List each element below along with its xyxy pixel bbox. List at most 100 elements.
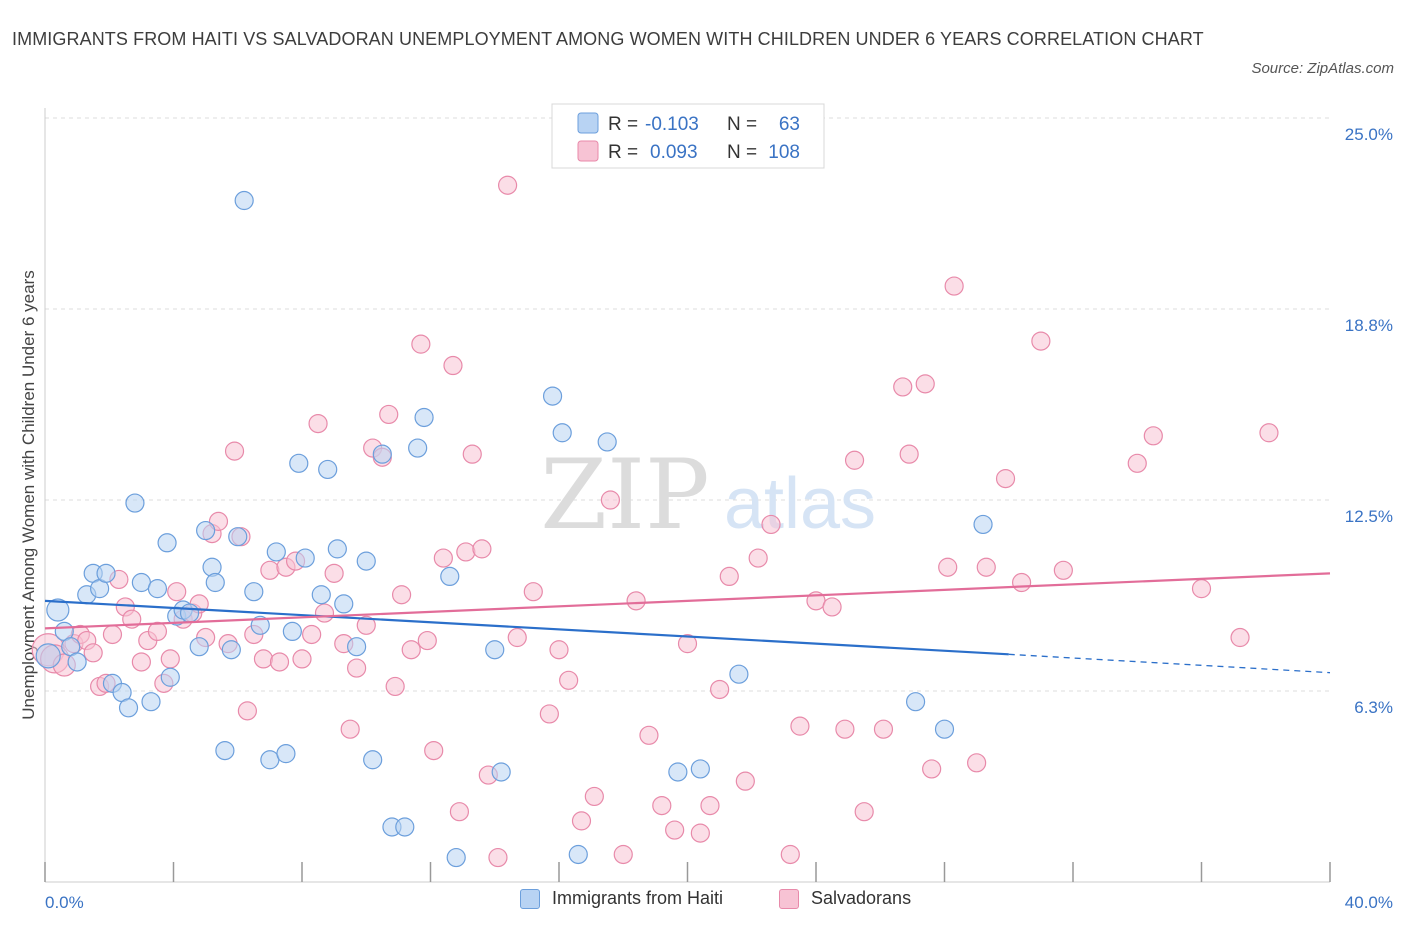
- salvadorans-point-49: [401, 640, 421, 660]
- salvadorans-point-39: [324, 563, 344, 583]
- salvadorans-point-51: [417, 630, 437, 651]
- salvadorans-point-6: [83, 643, 103, 663]
- haiti-point-24: [205, 572, 225, 593]
- salvadorans-point-28: [237, 701, 257, 721]
- haiti-point-33: [276, 744, 296, 764]
- salvadorans-point-99: [995, 469, 1016, 489]
- haiti-point-61: [934, 719, 955, 739]
- salvadorans-point-65: [549, 640, 569, 660]
- salvadorans-point-107: [1259, 423, 1279, 443]
- haiti-point-15: [147, 579, 168, 599]
- salvadorans-trend-line: [44, 572, 1331, 630]
- salvadorans-point-87: [835, 719, 855, 739]
- salvadorans-point-97: [967, 753, 987, 773]
- chart-title: IMMIGRANTS FROM HAITI VS SALVADORAN UNEM…: [12, 29, 1204, 49]
- salvadorans-point-64: [539, 704, 559, 724]
- salvadorans-point-54: [443, 355, 463, 376]
- salvadorans-point-53: [433, 548, 453, 568]
- salvadorans-point-57: [462, 444, 482, 464]
- haiti-point-38: [318, 459, 338, 480]
- salvadorans-point-36: [302, 624, 322, 645]
- legend-r-value-2: 0.093: [650, 142, 698, 163]
- salvadorans-point-89: [854, 802, 874, 822]
- salvadorans-point-81: [748, 548, 768, 568]
- salvadorans-point-35: [292, 649, 312, 669]
- salvadorans-point-17: [160, 649, 180, 669]
- salvadorans-point-50: [411, 334, 431, 354]
- salvadorans-point-100: [1011, 572, 1032, 593]
- salvadorans-point-13: [131, 652, 151, 672]
- salvadorans-point-75: [677, 634, 698, 654]
- haiti-points: [35, 190, 993, 868]
- haiti-point-35: [289, 453, 309, 473]
- salvadorans-point-46: [379, 404, 399, 425]
- haiti-point-16: [157, 533, 177, 553]
- salvadorans-point-101: [1031, 331, 1051, 351]
- salvadorans-point-38: [314, 603, 335, 623]
- haiti-point-56: [597, 432, 617, 452]
- y-tick-label-1: 12.5%: [1345, 507, 1393, 526]
- haiti-point-34: [282, 621, 302, 642]
- salvadorans-point-72: [639, 725, 659, 745]
- salvadorans-point-68: [584, 786, 604, 807]
- watermark-atlas: atlas: [724, 464, 876, 544]
- salvadorans-point-105: [1191, 579, 1212, 599]
- salvadorans-point-9: [102, 624, 123, 645]
- haiti-trend-extension: [1008, 653, 1331, 674]
- legend-top: R = -0.103 N = 63 R = 0.093 N = 108: [551, 103, 825, 169]
- haiti-point-39: [327, 539, 347, 559]
- legend-item-salvadorans: Salvadorans: [779, 888, 911, 909]
- legend-bottom: Immigrants from Haiti Salvadorans: [0, 888, 1406, 916]
- salvadorans-point-71: [626, 591, 646, 611]
- legend-swatch-salvadorans: [577, 140, 599, 162]
- salvadorans-point-95: [938, 557, 958, 577]
- haiti-point-17: [160, 667, 180, 687]
- haiti-point-12: [125, 493, 145, 513]
- haiti-point-60: [905, 692, 926, 712]
- salvadorans-point-55: [449, 802, 470, 822]
- y-tick-label-0: 6.3%: [1354, 698, 1393, 717]
- haiti-point-40: [334, 594, 354, 614]
- salvadorans-point-90: [873, 719, 894, 739]
- haiti-point-54: [552, 423, 572, 443]
- salvadorans-point-52: [424, 740, 444, 761]
- haiti-point-0: [35, 643, 61, 669]
- salvadorans-point-60: [488, 847, 508, 868]
- salvadorans-point-80: [735, 771, 755, 791]
- salvadorans-point-58: [472, 539, 492, 559]
- haiti-point-29: [244, 582, 264, 602]
- salvadorans-point-82: [761, 514, 781, 535]
- haiti-point-52: [491, 762, 511, 782]
- salvadorans-point-31: [260, 560, 280, 580]
- haiti-point-21: [189, 637, 209, 657]
- y-tick-label-2: 18.8%: [1345, 316, 1393, 335]
- salvadorans-point-84: [790, 716, 810, 736]
- haiti-point-11: [118, 698, 139, 718]
- salvadorans-point-91: [893, 377, 913, 397]
- salvadorans-point-106: [1230, 627, 1250, 648]
- salvadorans-point-56: [456, 542, 476, 562]
- haiti-point-55: [568, 844, 588, 865]
- axes: [44, 108, 1331, 883]
- salvadorans-point-66: [559, 670, 579, 690]
- legend-label-haiti: Immigrants from Haiti: [552, 888, 724, 908]
- salvadorans-point-83: [780, 844, 800, 865]
- haiti-point-48: [414, 407, 434, 428]
- watermark: ZIP atlas: [540, 439, 876, 551]
- legend-n-label-2: N =: [727, 142, 757, 163]
- y-tick-label-3: 25.0%: [1345, 125, 1393, 144]
- salvadorans-point-43: [356, 615, 376, 635]
- trend-lines: [44, 572, 1331, 674]
- salvadorans-point-30: [253, 649, 274, 669]
- salvadorans-point-78: [710, 679, 730, 700]
- legend-item-haiti: Immigrants from Haiti: [520, 888, 723, 909]
- haiti-point-62: [973, 514, 993, 535]
- haiti-point-46: [395, 817, 415, 837]
- salvadorans-point-86: [822, 597, 842, 617]
- legend-r-value-1: -0.103: [645, 114, 699, 135]
- legend-swatch-haiti: [577, 112, 599, 134]
- salvadorans-point-79: [719, 566, 739, 587]
- salvadorans-point-102: [1053, 560, 1073, 580]
- haiti-point-14: [141, 692, 161, 712]
